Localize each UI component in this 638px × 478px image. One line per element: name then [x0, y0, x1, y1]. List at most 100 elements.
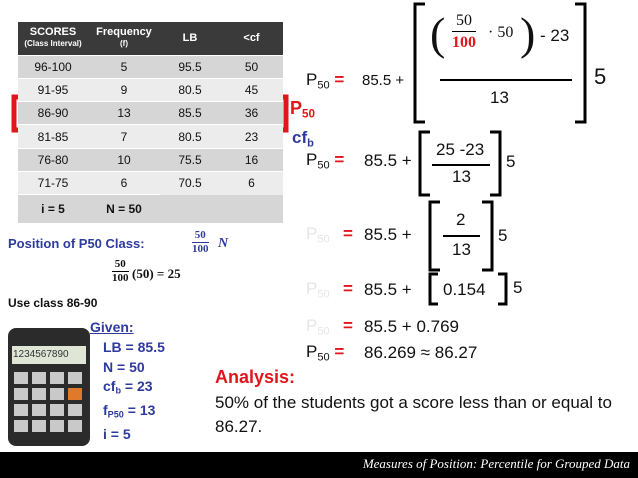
given-title: Given: — [90, 319, 134, 335]
item-sub: b — [115, 385, 122, 396]
equals: = — [334, 70, 345, 89]
item-rest: = 23 — [121, 378, 153, 394]
cell-label: cfb — [292, 128, 314, 149]
fraction-num: 50 — [112, 258, 129, 272]
brackets — [413, 2, 587, 306]
table-row: 71-75 6 70.5 6 — [18, 170, 283, 195]
item-rest: = 13 — [123, 402, 156, 419]
class-note: Use class 86-90 — [8, 296, 98, 310]
header-title: Frequency — [96, 26, 152, 39]
quotient: 0.154 — [443, 280, 486, 299]
table-cell: 85.5 — [160, 101, 220, 125]
item-base: LB = 85.5 — [103, 339, 165, 355]
item-base: cf — [103, 378, 116, 394]
calculator-icon — [8, 328, 90, 446]
header-cell: LB — [160, 22, 220, 55]
table-cell: 6 — [88, 170, 160, 195]
table-cell: 75.5 — [160, 147, 220, 172]
row-label: P50 — [290, 98, 315, 121]
label-base: cf — [292, 128, 308, 147]
step-result: 85.5 + 0.769 — [364, 317, 460, 336]
table-cell: 71-75 — [18, 170, 88, 195]
lhs: P50 — [306, 279, 330, 300]
lhs-sub: 50 — [317, 351, 330, 364]
fraction-den: 100 — [112, 272, 129, 284]
lhs-sub: 50 — [317, 233, 330, 246]
class-width: 5 — [506, 152, 516, 171]
numerator: 25 -23 — [436, 140, 485, 159]
class-width: 5 — [513, 278, 523, 297]
analysis-title: Analysis: — [215, 367, 296, 387]
table-row: 86-90 13 85.5 36 — [18, 101, 283, 125]
paren-close: ) — [520, 8, 536, 59]
lb-plus: 85.5 + — [364, 151, 412, 170]
lhs: P50 — [306, 316, 330, 337]
footer-text: Measures of Position: Percentile for Gro… — [362, 456, 630, 471]
table-cell: 7 — [88, 124, 160, 149]
table-cell: 23 — [220, 124, 283, 149]
table-cell: 36 — [220, 101, 283, 125]
calc-fraction: 50 100 — [112, 258, 129, 285]
table-row: 96-100 5 95.5 50 — [18, 54, 283, 79]
label-sub: b — [307, 137, 314, 150]
label-sub: 50 — [302, 107, 316, 121]
inner-fraction: 50 100 — [452, 10, 476, 53]
equals: = — [343, 279, 353, 298]
header-cell: <cf — [220, 22, 283, 55]
given-item: N = 50 — [103, 358, 165, 378]
lhs: P50 = — [306, 70, 344, 91]
label-base: P — [290, 98, 303, 118]
lhs-sub: 50 — [317, 288, 330, 301]
inner-factor: · 50 — [488, 24, 513, 42]
item-base: f — [103, 402, 108, 419]
fraction-num: 50 — [452, 10, 476, 32]
header-cell: Frequency (f) — [88, 22, 160, 55]
table-cell: 9 — [88, 77, 160, 102]
denominator: 13 — [490, 88, 509, 107]
table-cell: 45 — [220, 77, 283, 102]
equals: = — [343, 224, 353, 243]
lhs-base: P — [306, 279, 318, 298]
given-item: i = 5 — [103, 425, 165, 445]
given-list: LB = 85.5 N = 50 cfb = 23 fP50 = 13 i = 5 — [103, 338, 165, 445]
table-cell: 81-85 — [18, 124, 88, 149]
given-item: fP50 = 13 — [103, 401, 165, 425]
lhs: P50 — [306, 224, 330, 245]
footer-bar — [0, 452, 638, 478]
factor: 50 — [497, 24, 514, 41]
denominator: 13 — [452, 167, 471, 186]
table-cell: 86-90 — [18, 101, 88, 125]
header-row: SCORES (Class Interval) Frequency (f) LB <cf — [18, 22, 283, 55]
header-cell: SCORES (Class Interval) — [18, 22, 88, 55]
table-cell: 70.5 — [160, 170, 220, 195]
table-cell: 50 — [220, 54, 283, 79]
lhs-sub: 50 — [317, 159, 330, 172]
table-cell: 96-100 — [18, 54, 88, 79]
footer-cell: i = 5 — [18, 194, 88, 223]
table-cell: 91-95 — [18, 77, 88, 102]
fraction-den: 100 — [452, 34, 476, 51]
lhs-base: P — [306, 224, 318, 243]
calculator-display: 1234567890 — [13, 349, 69, 360]
class-width: 5 — [498, 226, 508, 245]
position-fraction: 50 100 — [192, 229, 209, 256]
lhs: P50 = — [306, 342, 344, 363]
equals: = — [334, 150, 345, 169]
lb-plus: 85.5 + — [364, 225, 412, 244]
header-title: <cf — [243, 32, 260, 45]
analysis-text: 50% of the students got a score less tha… — [215, 393, 612, 436]
table-cell: 5 — [88, 54, 160, 79]
footer-cell: N = 50 — [88, 194, 160, 223]
footer-cell-empty — [220, 195, 283, 223]
lhs-base: P — [306, 342, 318, 361]
lhs-sub: 50 — [317, 325, 330, 338]
table-cell: 6 — [220, 170, 283, 195]
header-subtitle: (Class Interval) — [24, 39, 82, 49]
denominator: 13 — [452, 240, 471, 259]
given-item: LB = 85.5 — [103, 338, 165, 358]
minus-cf: - 23 — [540, 26, 570, 45]
table-row: 76-80 10 75.5 16 — [18, 147, 283, 172]
fraction-num: 50 — [192, 229, 209, 243]
